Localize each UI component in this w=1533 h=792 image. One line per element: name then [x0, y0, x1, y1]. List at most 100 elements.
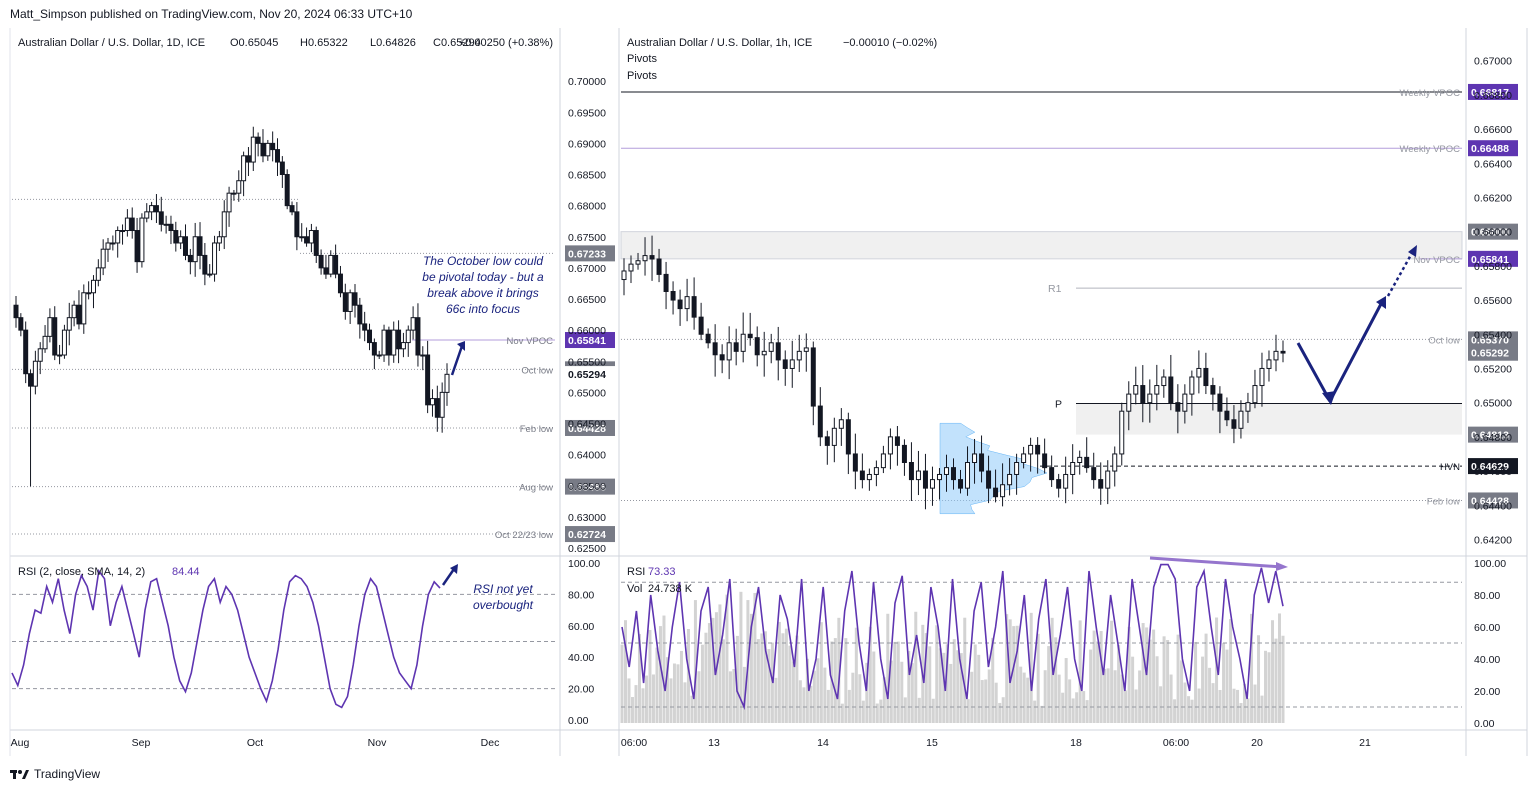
daily-ytick: 0.69000 [568, 138, 606, 150]
hourly-volume-bar [1036, 633, 1040, 723]
hourly-candle-body [1245, 402, 1251, 412]
hourly-candle-body [1182, 393, 1188, 412]
hourly-candle-body [782, 359, 788, 369]
daily-candle-body [61, 329, 67, 356]
hourly-volume-bar [795, 635, 799, 723]
hourly-volume-bar [1001, 697, 1005, 723]
daily-candle-body [163, 223, 169, 226]
daily-candle-body [57, 354, 63, 357]
daily-candle-body [134, 230, 140, 263]
hourly-volume-bar [942, 652, 946, 723]
rsi-arrow-head [450, 564, 458, 574]
hourly-ytick: 0.65200 [1474, 363, 1512, 375]
hourly-volume-bar [679, 650, 683, 723]
daily-rsi-value: 84.44 [172, 566, 200, 578]
hourly-volume-bar [973, 644, 977, 723]
hourly-volume-bar [718, 604, 722, 723]
hourly-volume-bar [889, 660, 893, 723]
hourly-volume-bar [1096, 641, 1100, 723]
hourly-volume-bar [1068, 679, 1072, 723]
hourly-candle-body [628, 263, 634, 272]
hourly-volume-bar [1131, 656, 1135, 723]
hourly-candle-body [1028, 444, 1034, 455]
hourly-volume-bar [977, 654, 981, 723]
hourly-candle-body [922, 470, 928, 489]
daily-level-price: 0.64428 [568, 423, 606, 435]
hourly-candle-body [1112, 453, 1118, 472]
daily-candle-body [197, 236, 203, 256]
hourly-level-price-bg [1468, 223, 1518, 240]
daily-candle-body [90, 279, 96, 294]
daily-candle-body [313, 230, 319, 256]
daily-ytick: 0.64500 [568, 419, 606, 431]
daily-candle-body [71, 304, 77, 319]
hourly-level-label: HVN [1440, 462, 1460, 473]
hourly-candle-body [936, 473, 942, 481]
hourly-level-price-bg [1468, 492, 1518, 509]
hourly-volume-bar [917, 697, 921, 723]
hourly-candle-body [1056, 479, 1062, 489]
hourly-volume-bar [1075, 692, 1079, 723]
daily-candle-body [323, 267, 329, 275]
hourly-volume-bar [1061, 692, 1065, 723]
hourly-candle-body [1231, 419, 1237, 429]
hourly-volume-bar [1057, 674, 1061, 723]
hourly-volume-bar [812, 670, 816, 723]
daily-candle-body [308, 230, 314, 244]
hourly-ytick: 0.66600 [1474, 124, 1512, 136]
hourly-indicator-label-2: Pivots [627, 70, 657, 82]
hourly-level-price: 0.64428 [1471, 495, 1509, 507]
hourly-candle-body [1049, 467, 1055, 481]
daily-candle-body [318, 254, 324, 269]
daily-level-label: Oct low [521, 365, 553, 376]
daily-ytick: 0.68000 [568, 201, 606, 213]
hourly-vol-label: Vol [627, 583, 642, 595]
daily-last-price: 0.65294 [568, 369, 606, 381]
daily-high: H0.65322 [300, 37, 348, 49]
hourly-rsi-label: RSI [627, 566, 645, 578]
hourly-volume-bar [1155, 656, 1159, 723]
hourly-candle-body [635, 260, 641, 265]
hourly-volume-bar [760, 633, 764, 723]
hourly-candle-body [1189, 376, 1195, 395]
hourly-volume-bar [931, 698, 935, 723]
hourly-volume-bar [1134, 689, 1138, 723]
hourly-volume-bar [868, 626, 872, 723]
hourly-candle-body [1105, 470, 1111, 489]
hourly-ytick: 0.64400 [1474, 500, 1512, 512]
daily-candle-body [333, 254, 339, 275]
daily-candle-body [245, 155, 251, 163]
hourly-volume-bar [1120, 674, 1124, 723]
daily-candle-body [362, 323, 368, 331]
hourly-ytick: 0.65600 [1474, 295, 1512, 307]
rsi-annotation-line-2: overbought [473, 598, 534, 612]
daily-candle-body [236, 180, 242, 194]
daily-low: L0.64826 [370, 37, 416, 49]
daily-candle-body [328, 254, 334, 275]
hourly-candle-body [726, 342, 732, 361]
daily-candle-body [221, 211, 227, 238]
hourly-volume-bar [753, 592, 757, 723]
hourly-volume-bar [893, 641, 897, 723]
hourly-volume-bar [630, 697, 634, 723]
daily-ytick: 0.63500 [568, 481, 606, 493]
hourly-candle-body [670, 291, 676, 301]
hourly-xtick: 06:00 [621, 737, 647, 749]
hourly-volume-bar [945, 644, 949, 723]
hourly-volume-bar [1183, 682, 1187, 723]
hourly-ytick: 0.66400 [1474, 158, 1512, 170]
daily-xtick: Dec [481, 737, 500, 749]
hourly-candle-body [740, 333, 746, 352]
daily-candle-body [304, 236, 310, 244]
hourly-volume-bar [907, 650, 911, 723]
daily-ytick: 0.67000 [568, 263, 606, 275]
daily-candle-body [47, 317, 53, 337]
hourly-volume-bar [1229, 619, 1233, 723]
hourly-volume-bar [1015, 625, 1019, 723]
hourly-candle-body [1280, 350, 1286, 354]
hourly-rsi-ytick: 80.00 [1474, 590, 1500, 602]
hourly-candle-body [1133, 385, 1139, 395]
hourly-level-price: 0.66488 [1471, 143, 1509, 155]
